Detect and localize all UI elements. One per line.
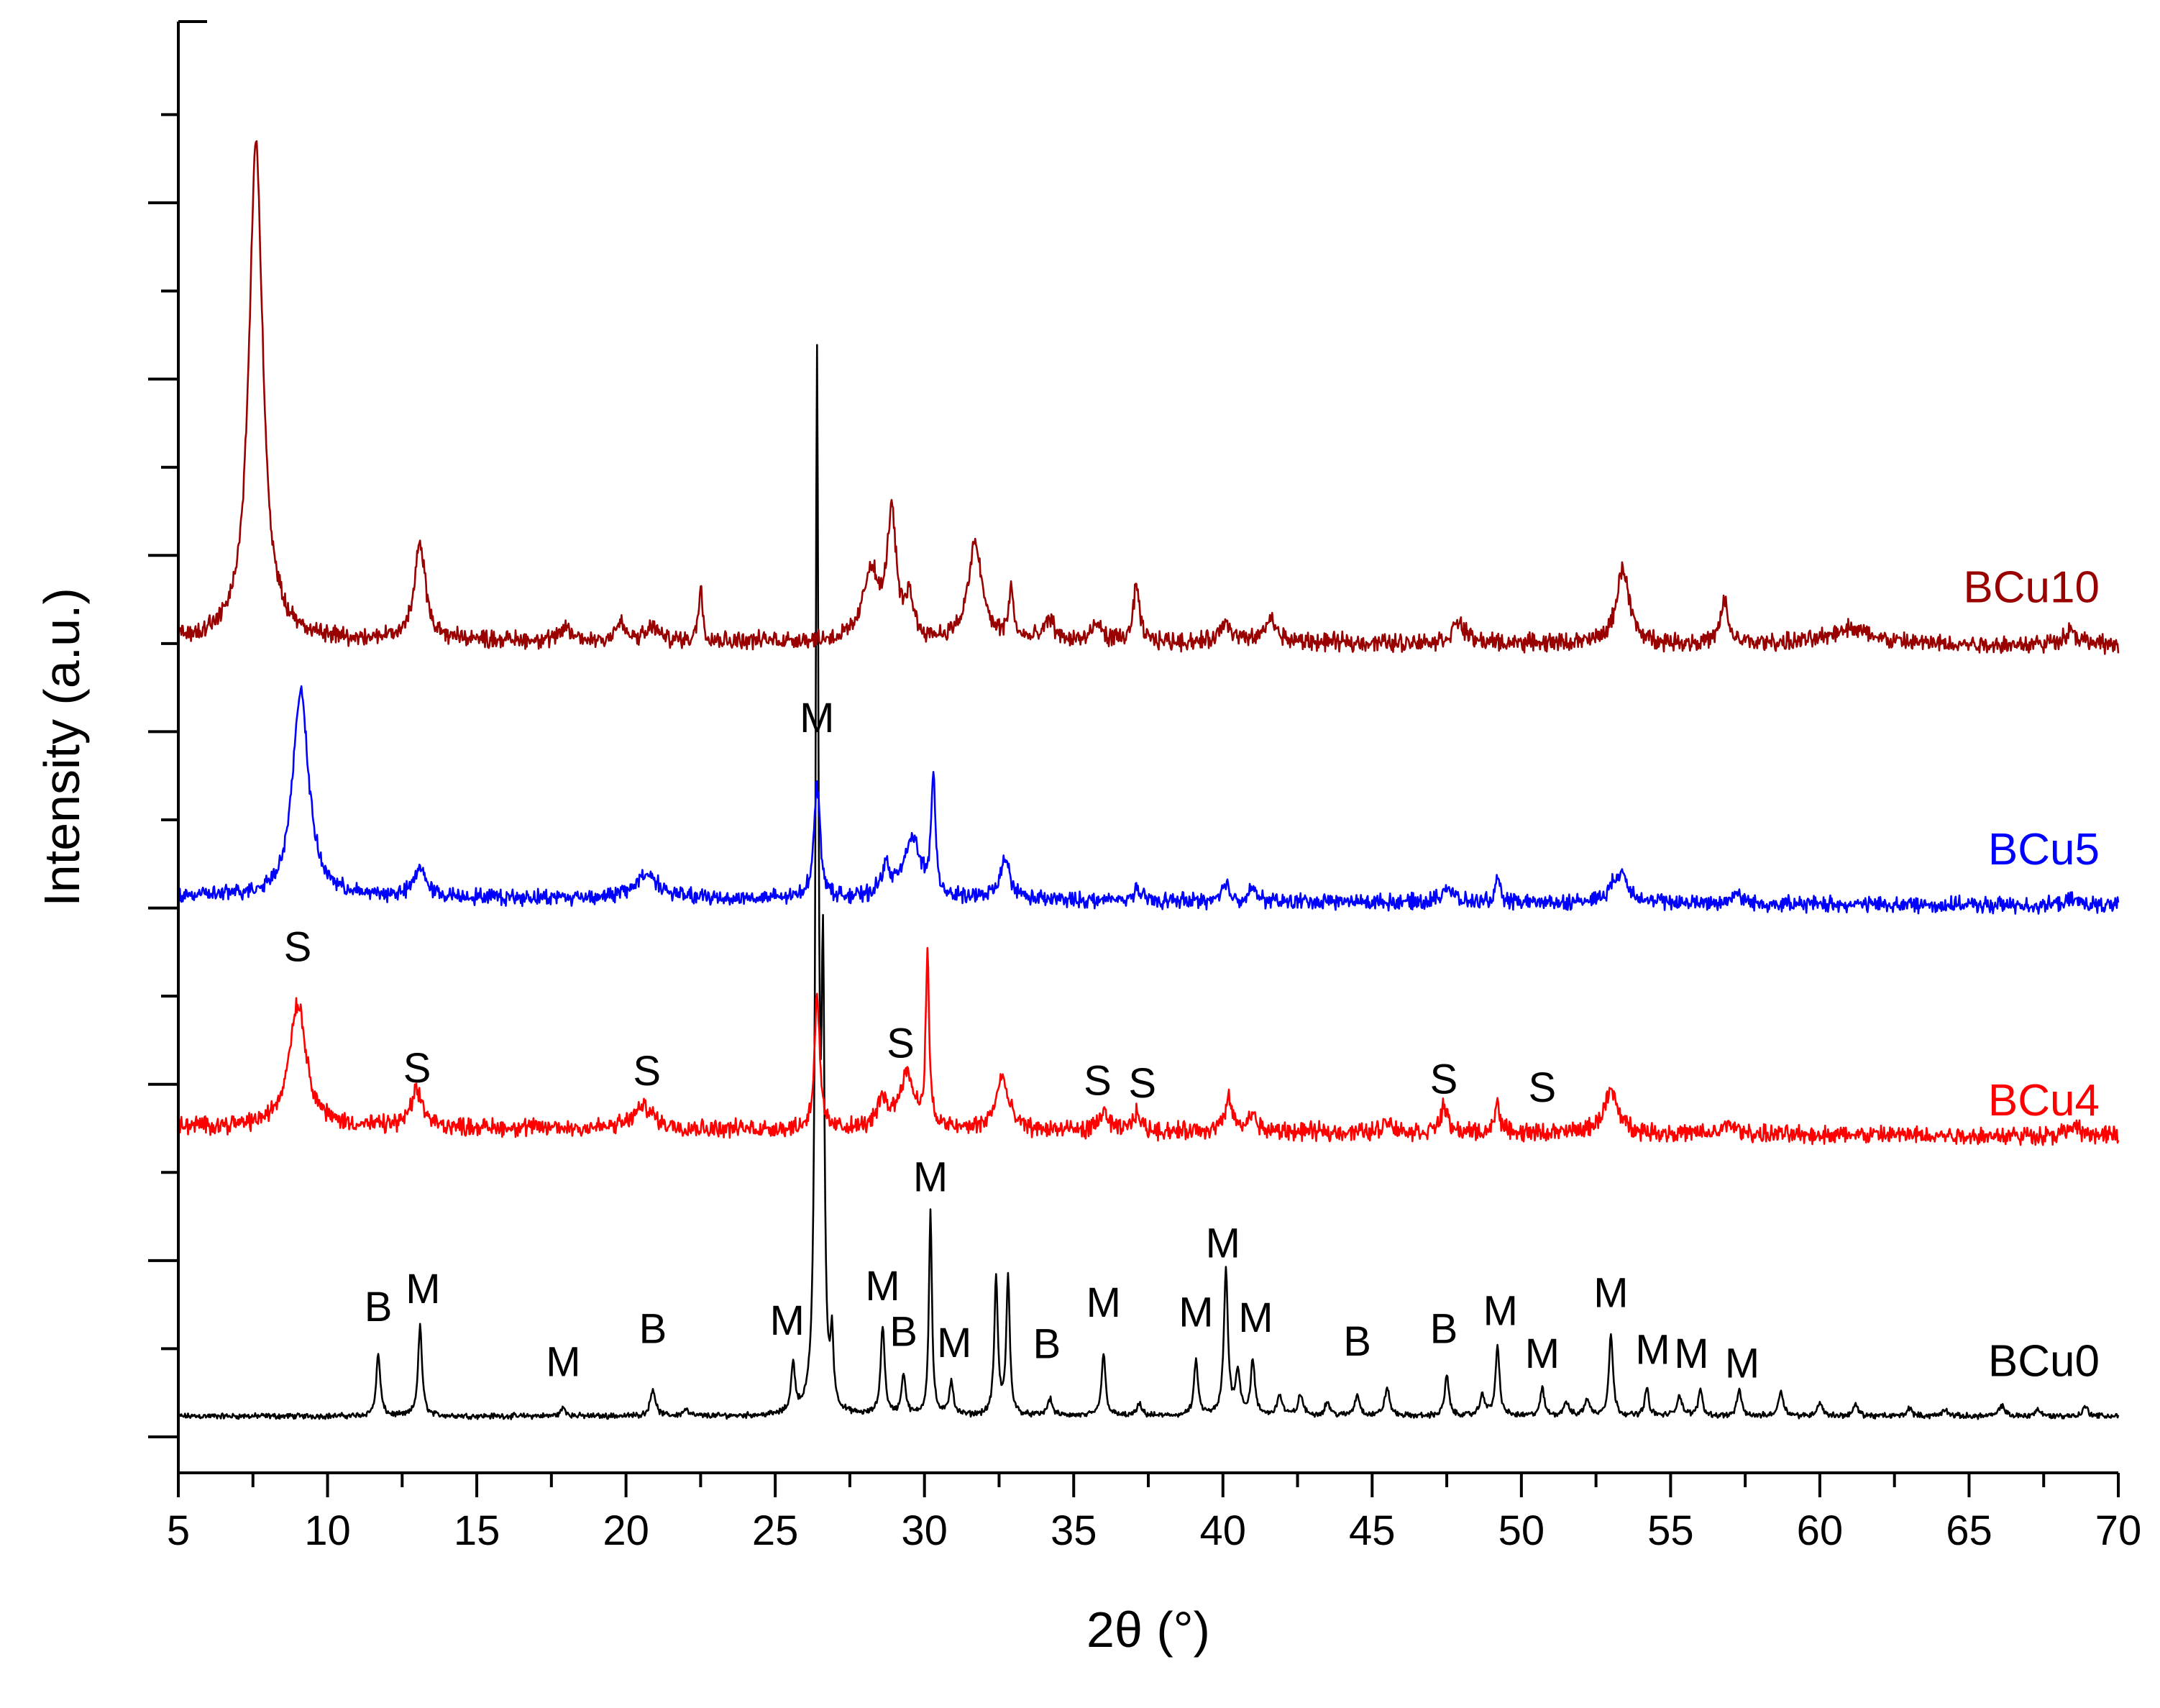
series-label: BCu10 [1963,563,2100,613]
phase-annotation: S [284,923,312,970]
series-line-bcu0 [177,344,2120,1420]
x-tick-label: 55 [1647,1507,1694,1554]
x-tick-label: 10 [304,1507,351,1554]
series-label: BCu0 [1988,1337,2100,1387]
phase-annotation: B [365,1284,393,1330]
phase-annotation: S [633,1048,661,1095]
series-line-bcu4 [177,946,2120,1146]
x-tick-label: 15 [454,1507,500,1554]
series-line-bcu5 [177,685,2120,915]
phase-annotation: M [1483,1288,1518,1335]
phase-annotation: S [1128,1060,1156,1107]
phase-annotation: M [406,1266,440,1312]
x-tick-label: 5 [167,1507,190,1554]
x-tick-label: 30 [901,1507,948,1554]
x-axis-title: 2θ (°) [1086,1602,1210,1658]
phase-annotation: M [913,1154,948,1201]
x-tick-label: 25 [752,1507,799,1554]
x-tick-label: 70 [2095,1507,2142,1554]
phase-annotation: M [865,1263,900,1310]
phase-annotation: B [1033,1321,1061,1368]
series-label: BCu4 [1988,1076,2100,1125]
phase-annotation: M [1525,1330,1560,1377]
phase-annotation: B [1343,1318,1371,1365]
phase-annotation: M [800,695,834,741]
series-label: BCu5 [1988,825,2100,874]
phase-annotation: M [1206,1220,1240,1267]
phase-annotation: B [889,1308,917,1355]
series-labels: BCu10 BCu5 BCu4 BCu0 [1963,563,2100,1387]
phase-annotation: M [1593,1270,1628,1317]
x-tick-label: 45 [1349,1507,1396,1554]
phase-annotation: M [1635,1326,1670,1373]
phase-annotation: S [1529,1064,1557,1111]
phase-annotation: M [770,1297,805,1344]
x-tick-label: 65 [1946,1507,1992,1554]
phase-annotation: S [403,1045,431,1092]
x-tick-label: 20 [603,1507,649,1554]
phase-annotation: S [1084,1057,1112,1104]
phase-annotation: S [1430,1056,1458,1102]
x-tick-label: 35 [1051,1507,1097,1554]
series-group [177,140,2120,1420]
phase-annotation: M [1238,1294,1273,1341]
x-tick-label: 50 [1498,1507,1545,1554]
phase-annotation: B [639,1306,667,1353]
x-tick-label: 60 [1797,1507,1844,1554]
phase-annotation: M [546,1339,580,1386]
y-axis-title: Intensity (a.u.) [34,588,90,907]
y-ticks [148,113,178,1438]
phase-annotation: M [1674,1330,1708,1377]
series-line-bcu10 [177,140,2120,655]
phase-annotation: M [1086,1279,1121,1326]
phase-annotation: B [1430,1306,1458,1353]
phase-annotation: M [937,1320,971,1366]
phase-annotation: M [1725,1341,1759,1387]
x-tick-label: 40 [1200,1507,1247,1554]
x-ticks: 5 10 15 20 25 30 35 40 45 50 55 60 65 70 [167,1473,2141,1554]
phase-annotation: S [887,1020,915,1067]
phase-annotation: M [1179,1289,1213,1336]
